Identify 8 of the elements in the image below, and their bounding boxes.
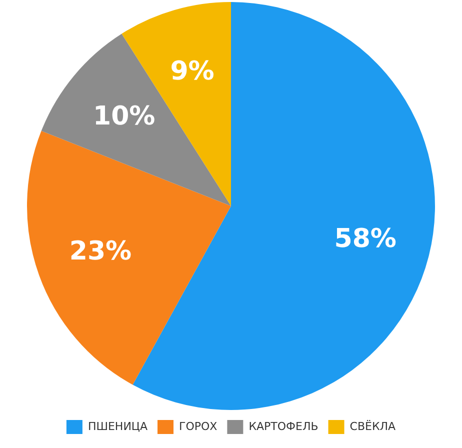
- data-label: 10%: [92, 101, 156, 132]
- data-label: 23%: [69, 236, 132, 267]
- data-label: 58%: [334, 224, 396, 254]
- legend-label: СВЁКЛА: [350, 418, 396, 433]
- data-label: 9%: [170, 56, 214, 87]
- legend-label: ПШЕНИЦА: [88, 420, 148, 433]
- legend-label: КАРТОФЕЛЬ: [248, 420, 318, 433]
- legend-label: ГОРОХ: [178, 420, 218, 433]
